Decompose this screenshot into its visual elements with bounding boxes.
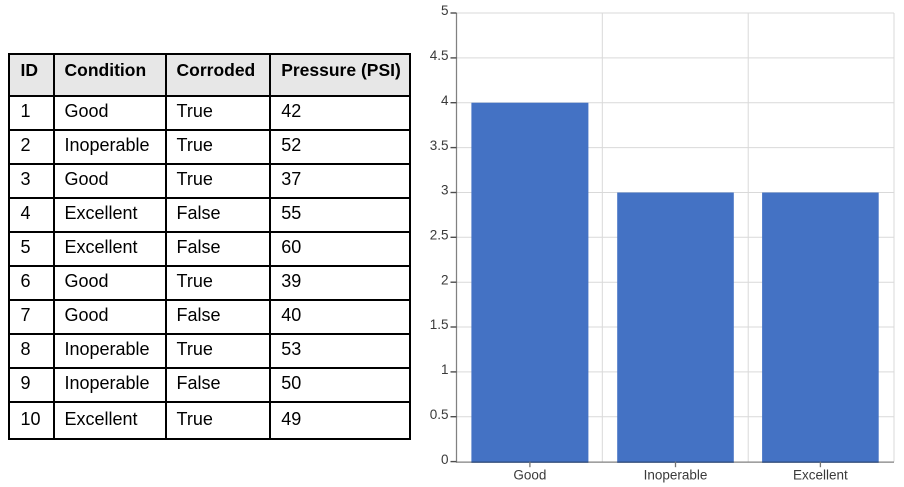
svg-text:5: 5 xyxy=(441,3,449,18)
svg-text:0: 0 xyxy=(441,452,449,467)
svg-text:0.5: 0.5 xyxy=(430,407,449,422)
svg-text:Excellent: Excellent xyxy=(793,468,848,483)
svg-text:3.5: 3.5 xyxy=(430,138,449,153)
svg-text:3: 3 xyxy=(441,183,449,198)
svg-text:2.5: 2.5 xyxy=(430,228,449,243)
svg-text:Good: Good xyxy=(513,468,546,483)
svg-text:2: 2 xyxy=(441,272,449,287)
svg-text:1: 1 xyxy=(441,362,449,377)
svg-text:1.5: 1.5 xyxy=(430,317,449,332)
svg-text:Inoperable: Inoperable xyxy=(644,468,708,483)
svg-text:4.5: 4.5 xyxy=(430,48,449,63)
svg-text:4: 4 xyxy=(441,93,449,108)
